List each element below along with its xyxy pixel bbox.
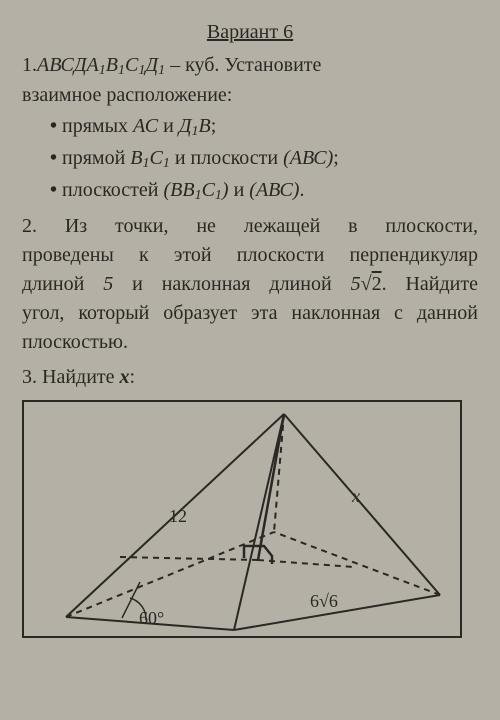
bullet-1: прямых АС и Д1В; [50, 112, 478, 142]
cube-name: АВСДА1В1С1Д1 [37, 54, 165, 76]
svg-text:x: x [351, 486, 360, 506]
pyramid-diagram: 12 x 60° 6√6 [22, 400, 462, 638]
problem-3: 3. Найдите x: [22, 363, 478, 392]
problem-1: 1.АВСДА1В1С1Д1 – куб. Установите взаимно… [22, 51, 478, 206]
svg-text:12: 12 [169, 506, 187, 526]
p1-line2: взаимное расположение: [22, 84, 232, 106]
bullet-3: плоскостей (ВВ1С1) и (АВС). [50, 176, 478, 206]
bullet-2: прямой В1С1 и плоскости (АВС); [50, 144, 478, 174]
svg-text:60°: 60° [139, 608, 164, 628]
page-title: Вариант 6 [22, 18, 478, 47]
svg-text:6√6: 6√6 [310, 591, 338, 611]
p1-tail: – куб. Установите [165, 54, 321, 76]
bullet-list: прямых АС и Д1В; прямой В1С1 и плоскости… [22, 112, 478, 206]
problem-2: 2. Из точки, не лежащей в плоскости, про… [22, 212, 478, 357]
p1-num: 1. [22, 54, 37, 76]
